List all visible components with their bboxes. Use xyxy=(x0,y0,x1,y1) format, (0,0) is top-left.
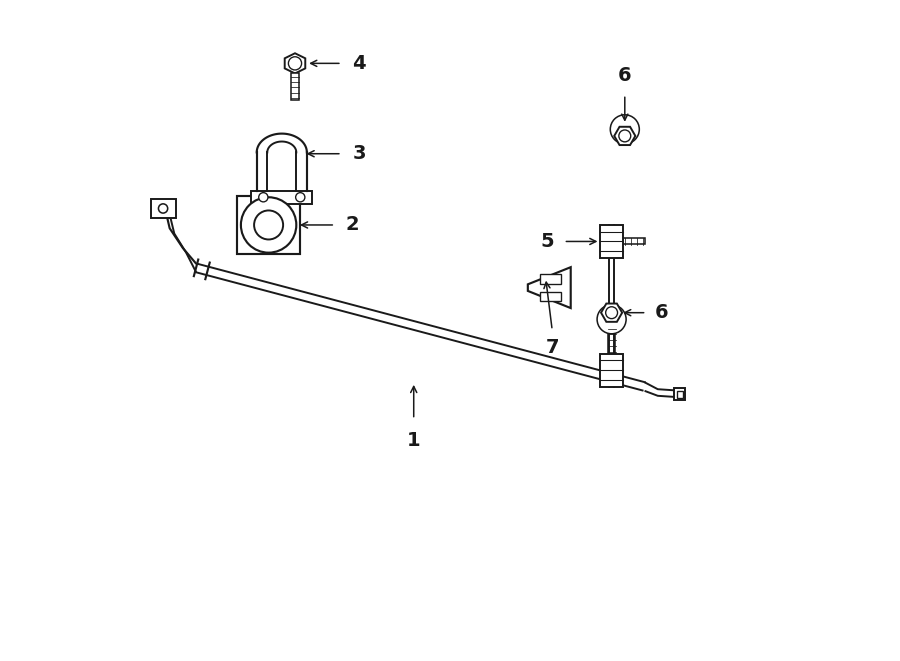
Polygon shape xyxy=(599,225,624,258)
Circle shape xyxy=(254,210,284,239)
Bar xyxy=(251,190,312,204)
Polygon shape xyxy=(601,303,622,322)
Circle shape xyxy=(158,204,167,213)
Text: 3: 3 xyxy=(353,144,366,163)
Text: 7: 7 xyxy=(545,338,559,358)
Polygon shape xyxy=(150,199,176,217)
Circle shape xyxy=(597,305,626,334)
Text: 6: 6 xyxy=(654,303,668,322)
Bar xyxy=(677,391,683,399)
Text: 1: 1 xyxy=(407,431,420,449)
Bar xyxy=(608,327,615,354)
Bar xyxy=(292,73,299,100)
Circle shape xyxy=(606,307,617,319)
Bar xyxy=(624,239,644,245)
Circle shape xyxy=(610,115,639,144)
Polygon shape xyxy=(599,354,624,387)
Polygon shape xyxy=(284,54,305,73)
Text: 6: 6 xyxy=(618,66,632,85)
Text: 2: 2 xyxy=(346,215,359,235)
Circle shape xyxy=(619,130,631,142)
Bar xyxy=(540,274,562,284)
Bar xyxy=(540,292,562,301)
Polygon shape xyxy=(674,388,686,400)
Polygon shape xyxy=(527,267,571,308)
Circle shape xyxy=(241,197,296,253)
Bar xyxy=(238,196,300,254)
Text: 5: 5 xyxy=(541,232,554,251)
Circle shape xyxy=(296,192,305,202)
Circle shape xyxy=(258,192,268,202)
Circle shape xyxy=(288,57,302,70)
Text: 4: 4 xyxy=(353,54,366,73)
Polygon shape xyxy=(614,127,635,145)
